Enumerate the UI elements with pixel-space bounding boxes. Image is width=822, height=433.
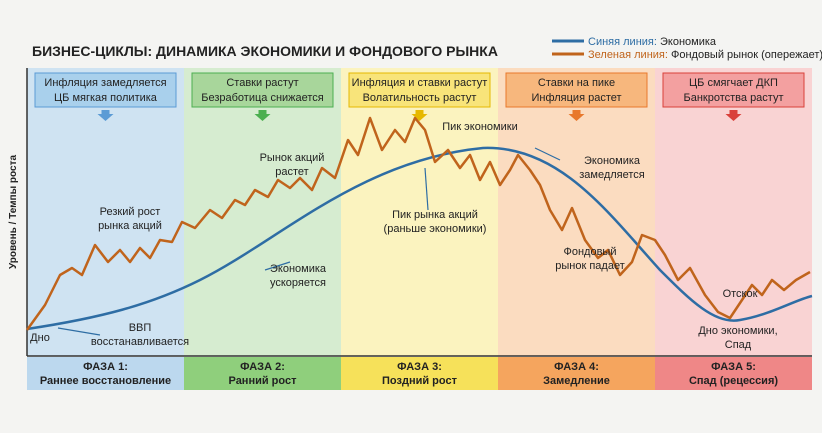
phase-name: ФАЗА 4: (554, 361, 599, 373)
phase-note: ЦБ мягкая политика (54, 92, 158, 104)
phase-label-box (184, 357, 341, 390)
phase-note-box (348, 72, 491, 108)
phase-arrow (411, 110, 428, 121)
phase-note: Банкротства растут (684, 92, 784, 104)
phase-label-box (655, 357, 812, 390)
phase-note: Волатильность растут (363, 92, 477, 104)
phase-subtitle: Раннее восстановление (40, 375, 171, 387)
phase-bands: Инфляция замедляется ЦБ мягкая политика ФА… (27, 68, 812, 390)
phase-subtitle: Поздний рост (382, 375, 458, 387)
phase-name: ФАЗА 5: (711, 361, 756, 373)
legend-entry: Зеленая линия: Фондовый рынок (опережает… (588, 49, 822, 61)
annotation: рынок падает (555, 260, 625, 272)
economy-curve (26, 146, 813, 331)
phase-label-box (27, 357, 184, 390)
phase-note: Безработица снижается (201, 92, 324, 104)
annotation: Резкий рост (100, 206, 161, 218)
annotation: ВВП (129, 322, 152, 334)
legend-label: Экономика (660, 36, 717, 48)
annotation: Спад (725, 339, 752, 351)
phase-subtitle: Спад (рецессия) (689, 375, 778, 387)
phase-label-box (498, 357, 655, 390)
phase-note-box (662, 72, 805, 108)
phase-note: ЦБ смягчает ДКП (689, 77, 778, 89)
annotation: растет (275, 166, 308, 178)
phase-name: ФАЗА 1: (83, 361, 128, 373)
phase-name: ФАЗА 2: (240, 361, 285, 373)
phase-note-box (191, 72, 334, 108)
legend-prefix: Зеленая линия: (588, 49, 668, 61)
phase-arrow (254, 110, 271, 121)
phase-subtitle: Замедление (543, 375, 610, 387)
phase-note: Ставки на пике (538, 77, 615, 89)
annotation: Пик рынка акций (392, 209, 478, 221)
y-axis-label: Уровень / Темпы роста (8, 155, 19, 269)
phase-label-box (341, 357, 498, 390)
annotation: Фондовый (564, 246, 617, 258)
annotation: Экономика (584, 155, 641, 167)
phase-arrow (568, 110, 585, 121)
pointer-arrows (57, 147, 561, 336)
annotations: Дно ВВП восстанавливается Резкий рост рынка … (30, 121, 777, 351)
phase-arrow (97, 110, 114, 121)
phase-note-box (505, 72, 648, 108)
phase-name: ФАЗА 3: (397, 361, 442, 373)
legend-label: Фондовый рынок (опережает) (671, 49, 822, 61)
legend-entry: Синяя линия: Экономика (588, 36, 717, 48)
annotation: Дно экономики, (698, 325, 777, 337)
annotation: восстанавливается (91, 336, 189, 348)
phase-subtitle: Ранний рост (229, 375, 298, 387)
phase-note-box (34, 72, 177, 108)
phase-note: Ставки растут (226, 77, 298, 89)
annotation: (раньше экономики) (384, 223, 487, 235)
annotation: замедляется (579, 169, 645, 181)
phase-arrow (725, 110, 742, 121)
phase-note: Инфляция и ставки растут (352, 77, 488, 89)
annotation: Экономика (270, 263, 327, 275)
legend-prefix: Синяя линия: (588, 36, 657, 48)
phase-note: Инфляция растет (531, 92, 621, 104)
annotation: Пик экономики (442, 121, 517, 133)
annotation: Отскок (723, 288, 758, 300)
title: БИЗНЕС-ЦИКЛЫ: ДИНАМИКА ЭКОНОМИКИ И ФОНДО… (32, 43, 498, 59)
annotation: ускоряется (270, 277, 326, 289)
market-curve (25, 116, 811, 331)
annotation: Рынок акций (260, 152, 325, 164)
annotation: Дно (30, 332, 50, 344)
annotation: рынка акций (98, 220, 162, 232)
phase-note: Инфляция замедляется (44, 77, 166, 89)
